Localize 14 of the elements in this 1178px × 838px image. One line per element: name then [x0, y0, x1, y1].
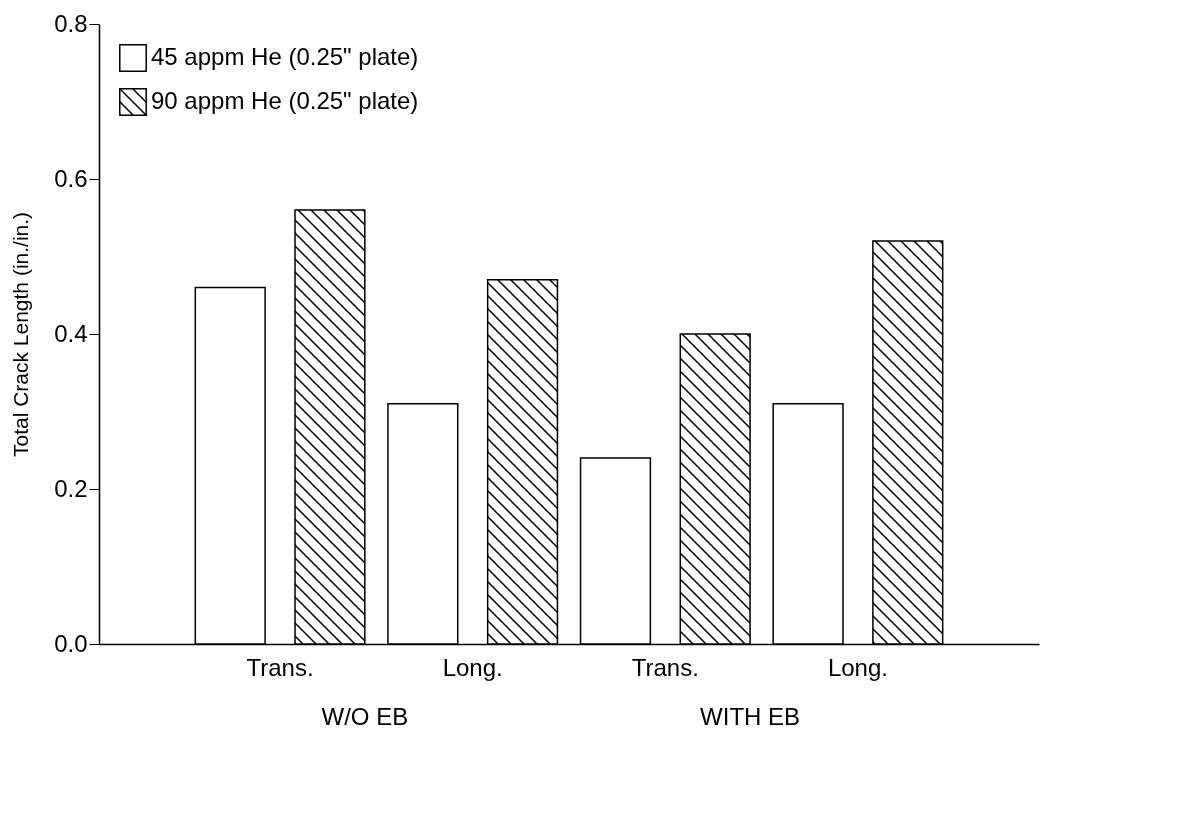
x-tick-label: Trans.: [631, 653, 699, 681]
text: W/O EB: [321, 703, 409, 730]
x-tick-label: Trans.: [246, 653, 314, 681]
y-tick-label: 0.4: [54, 319, 88, 347]
y-tick-label: 0.0: [54, 629, 88, 657]
y-tick-label: 0.6: [54, 164, 88, 192]
text: WITH EB: [700, 703, 801, 730]
legend-label: 45 appm He (0.25" plate): [151, 43, 419, 70]
x-tick-label: Long.: [827, 653, 888, 681]
y-axis-title: Total Crack Length (in./in.): [9, 211, 33, 458]
x-tick-label: Long.: [442, 653, 503, 681]
legend-label: 90 appm He (0.25" plate): [151, 87, 419, 114]
y-tick-label: 0.2: [54, 474, 88, 502]
y-tick-label: 0.8: [54, 9, 88, 37]
